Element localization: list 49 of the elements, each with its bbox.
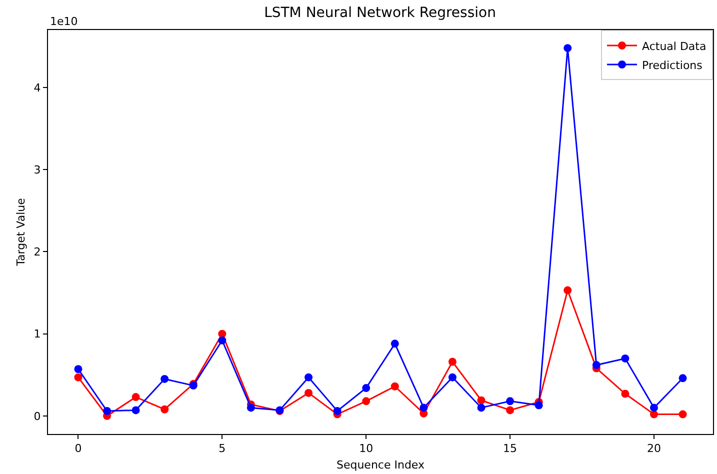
- point: [362, 384, 370, 392]
- point: [448, 373, 456, 382]
- point: [160, 405, 169, 414]
- x-tick-label: 10: [359, 442, 374, 456]
- point: [132, 393, 140, 402]
- point: [534, 401, 543, 410]
- point: [304, 388, 313, 397]
- point: [420, 404, 428, 412]
- legend-label: Actual Data: [642, 40, 706, 53]
- text: 1e10: [50, 15, 78, 28]
- point: [160, 374, 169, 383]
- point: [564, 44, 572, 52]
- y-tick-label: 3: [34, 163, 41, 176]
- point: [304, 373, 313, 382]
- point: [506, 397, 514, 406]
- point: [477, 396, 486, 404]
- point: [246, 404, 255, 412]
- point: [506, 406, 514, 414]
- point: [448, 358, 456, 366]
- legend-label: Predictions: [642, 58, 703, 72]
- point: [103, 407, 112, 416]
- point: [390, 382, 399, 390]
- point: [592, 361, 600, 370]
- y-tick-label: 1: [34, 328, 41, 341]
- point: [390, 340, 399, 348]
- x-tick-label: 15: [503, 442, 518, 456]
- point: [650, 404, 658, 412]
- y-tick-label: 0: [34, 410, 41, 423]
- point: [362, 397, 370, 406]
- point: [678, 374, 687, 382]
- chart-title: LSTM Neural Network Regression: [264, 4, 496, 21]
- point: [621, 390, 630, 398]
- point: [621, 354, 630, 362]
- point: [74, 373, 82, 382]
- y-axis-title: Target Value: [14, 198, 28, 267]
- y-tick-label: 2: [34, 246, 41, 259]
- point: [218, 336, 226, 344]
- x-tick-label: 5: [218, 442, 226, 456]
- point: [650, 410, 658, 418]
- point: [564, 286, 572, 294]
- x-axis-title: Sequence Index: [336, 458, 426, 472]
- point: [132, 406, 140, 414]
- x-tick-label: 20: [646, 442, 661, 456]
- y-tick-label: 4: [34, 81, 41, 94]
- x-tick-label: 0: [74, 442, 82, 456]
- point: [477, 404, 486, 412]
- point: [333, 407, 342, 416]
- point: [74, 365, 82, 374]
- point: [678, 410, 687, 418]
